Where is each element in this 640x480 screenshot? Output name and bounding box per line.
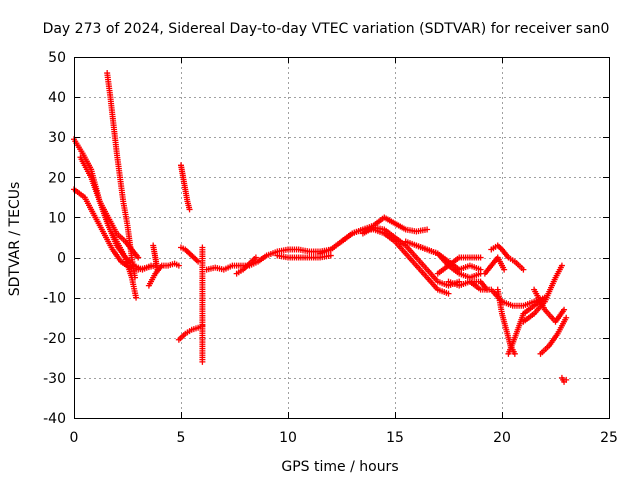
data-point — [186, 206, 193, 213]
data-point — [477, 266, 484, 273]
data-point — [135, 254, 142, 261]
y-tick-label: 20 — [48, 170, 66, 186]
y-tick-label: 40 — [48, 90, 66, 106]
data-point — [477, 254, 484, 261]
series-arc-24 — [481, 254, 508, 277]
y-tick-label: 0 — [57, 251, 66, 267]
series-arc-22 — [466, 278, 505, 305]
data-point — [424, 226, 431, 233]
data-point — [563, 314, 570, 321]
series-arc-31 — [558, 374, 570, 385]
series-arc-5 — [109, 230, 140, 301]
data-point — [501, 266, 508, 273]
series-arc-14 — [274, 252, 334, 261]
y-tick-label: -20 — [43, 331, 66, 347]
x-tick-label: 10 — [279, 430, 297, 446]
data-point — [154, 266, 161, 273]
series-arc-7 — [150, 242, 161, 273]
data-point — [563, 376, 570, 383]
series-arc-23 — [488, 242, 527, 273]
series-arc-13 — [233, 254, 259, 277]
series-arc-8 — [178, 162, 193, 213]
series-arc-20 — [434, 254, 484, 277]
data-point — [520, 266, 527, 273]
data-point — [133, 294, 140, 301]
data-marks — [71, 70, 570, 385]
data-point — [558, 262, 565, 269]
series-arc-11 — [199, 244, 206, 365]
plot-frame — [74, 57, 610, 419]
x-tick-label: 20 — [493, 430, 511, 446]
y-axis-label: SDTVAR / TECUs — [7, 182, 23, 297]
data-point — [561, 306, 568, 313]
grid-layer — [74, 57, 609, 418]
x-axis-label: GPS time / hours — [281, 459, 398, 475]
chart-title: Day 273 of 2024, Sidereal Day-to-day VTE… — [43, 21, 610, 37]
data-point — [511, 350, 518, 357]
data-point — [445, 290, 452, 297]
series-arc-29 — [531, 286, 568, 325]
y-tick-label: -10 — [43, 291, 66, 307]
x-tick-label: 15 — [386, 430, 404, 446]
series-arc-3 — [77, 154, 142, 261]
y-tick-label: 50 — [48, 50, 66, 66]
series-arc-4 — [104, 70, 138, 281]
data-point — [195, 258, 202, 265]
x-tick-label: 5 — [177, 430, 186, 446]
axis-ticks: 0 5 10 15 20 25 50 40 30 20 10 0 -10 -20 -30 -40 — [43, 50, 618, 446]
y-tick-label: -30 — [43, 371, 66, 387]
data-point — [199, 358, 206, 365]
x-tick-label: 0 — [70, 430, 79, 446]
y-tick-label: 30 — [48, 130, 66, 146]
series-arc-9 — [178, 244, 202, 265]
y-tick-label: -40 — [43, 411, 66, 427]
y-tick-label: 10 — [48, 210, 66, 226]
data-point — [175, 262, 182, 269]
data-point — [327, 252, 334, 259]
series-arc-30 — [537, 314, 570, 357]
data-point — [252, 254, 259, 261]
series-arc-17 — [359, 224, 463, 289]
x-tick-label: 25 — [600, 430, 618, 446]
